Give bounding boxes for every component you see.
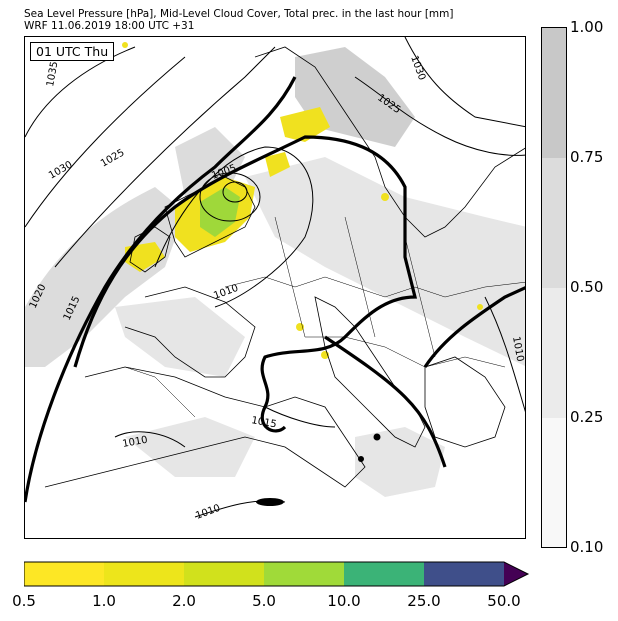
cloud-cover-tick: 0.75 bbox=[570, 148, 604, 166]
islands bbox=[256, 433, 381, 506]
precip-bin bbox=[104, 562, 184, 586]
isobar-1030 bbox=[25, 56, 186, 228]
map-title: Sea Level Pressure [hPa], Mid-Level Clou… bbox=[24, 8, 454, 20]
coastline bbox=[129, 226, 171, 273]
precip-area bbox=[265, 152, 290, 177]
isobar-1015 bbox=[73, 135, 418, 433]
map-canvas: 1035 1030 1025 1030 1025 1005 1020 1015 … bbox=[25, 37, 525, 522]
precip-cell bbox=[477, 304, 483, 310]
cloud-cover-area bbox=[115, 297, 245, 377]
isobar-1025-ne bbox=[354, 76, 525, 156]
isobar-1015-east bbox=[423, 286, 525, 368]
map-subtitle: WRF 11.06.2019 18:00 UTC +31 bbox=[24, 20, 195, 32]
isobar-1010-east bbox=[484, 296, 525, 413]
border bbox=[305, 336, 506, 368]
precip-bin bbox=[24, 562, 104, 586]
precip-cell bbox=[122, 42, 128, 48]
precip-tick: 10.0 bbox=[327, 592, 361, 610]
isobar-1035 bbox=[25, 46, 136, 138]
isobar-1015-adriatic bbox=[324, 335, 447, 468]
isobar-1005-inner bbox=[222, 181, 248, 203]
isobars bbox=[25, 37, 525, 518]
cloud-cover-area bbox=[245, 157, 525, 367]
coastline bbox=[254, 46, 525, 238]
precip-area bbox=[200, 187, 240, 237]
isobar-1030-ne bbox=[404, 37, 525, 128]
isobar-label: 1025 bbox=[99, 147, 127, 169]
precip-colorbar bbox=[24, 561, 530, 587]
isobar-label: 1010 bbox=[510, 336, 525, 363]
border bbox=[124, 366, 196, 418]
border bbox=[404, 236, 436, 358]
island bbox=[256, 498, 284, 506]
isobar-label: 1030 bbox=[408, 54, 427, 82]
island bbox=[358, 456, 364, 462]
isobar-1025 bbox=[54, 46, 276, 268]
border bbox=[344, 216, 376, 338]
precip-tick: 25.0 bbox=[407, 592, 441, 610]
coastlines bbox=[44, 46, 525, 488]
cloud-cover-tick: 0.25 bbox=[570, 408, 604, 426]
coastline bbox=[424, 356, 506, 448]
island bbox=[373, 433, 381, 441]
cloud-cover-bin bbox=[542, 418, 566, 547]
isobar-label: 1035 bbox=[45, 61, 60, 88]
precip-area bbox=[125, 242, 165, 272]
precip-cell bbox=[381, 193, 389, 201]
precip-bin bbox=[184, 562, 264, 586]
isobar-1010 bbox=[154, 146, 314, 308]
cloud-cover-tick: 0.50 bbox=[570, 278, 604, 296]
cloud-cover-tick: 1.00 bbox=[570, 18, 604, 36]
border bbox=[274, 216, 306, 338]
cloud-cover-bin bbox=[542, 158, 566, 288]
isobar-1015-south bbox=[264, 406, 336, 428]
isobar-label: 1010 bbox=[212, 283, 240, 302]
precip-tick: 0.5 bbox=[12, 592, 36, 610]
precip-cell bbox=[296, 323, 304, 331]
country-borders bbox=[124, 216, 525, 418]
precip-bin-extend bbox=[504, 562, 528, 586]
coastline bbox=[124, 286, 256, 378]
precip-tick: 1.0 bbox=[92, 592, 116, 610]
precip-bin bbox=[344, 562, 424, 586]
valid-time-label: 01 UTC Thu bbox=[30, 42, 115, 61]
cloud-cover-tick: 0.10 bbox=[570, 538, 604, 556]
coastline bbox=[314, 296, 426, 448]
cloud-cover-bin bbox=[542, 288, 566, 418]
precip-area bbox=[280, 107, 330, 142]
cloud-cover-area bbox=[355, 427, 445, 497]
precip-colorbar-outline bbox=[24, 561, 530, 587]
precip-tick: 2.0 bbox=[172, 592, 196, 610]
isobar-label: 1010 bbox=[122, 435, 149, 450]
weather-map: 1035 1030 1025 1030 1025 1005 1020 1015 … bbox=[24, 36, 526, 539]
coastline bbox=[44, 366, 366, 488]
precip-tick: 5.0 bbox=[252, 592, 276, 610]
isobar-1010-sw bbox=[114, 431, 186, 448]
cloud-cover-colorbar bbox=[541, 27, 567, 548]
precip-tick: 50.0 bbox=[487, 592, 521, 610]
precip-bin bbox=[424, 562, 504, 586]
isobar-label: 1015 bbox=[250, 415, 277, 430]
cloud-cover-bin bbox=[542, 28, 566, 158]
isobar-label: 1030 bbox=[47, 159, 75, 181]
border bbox=[224, 276, 525, 298]
cloud-cover-area bbox=[125, 417, 255, 477]
isobars-major bbox=[25, 76, 525, 503]
precip-layer bbox=[122, 42, 483, 359]
isobar-label: 1010 bbox=[194, 503, 222, 522]
precip-bin bbox=[264, 562, 344, 586]
